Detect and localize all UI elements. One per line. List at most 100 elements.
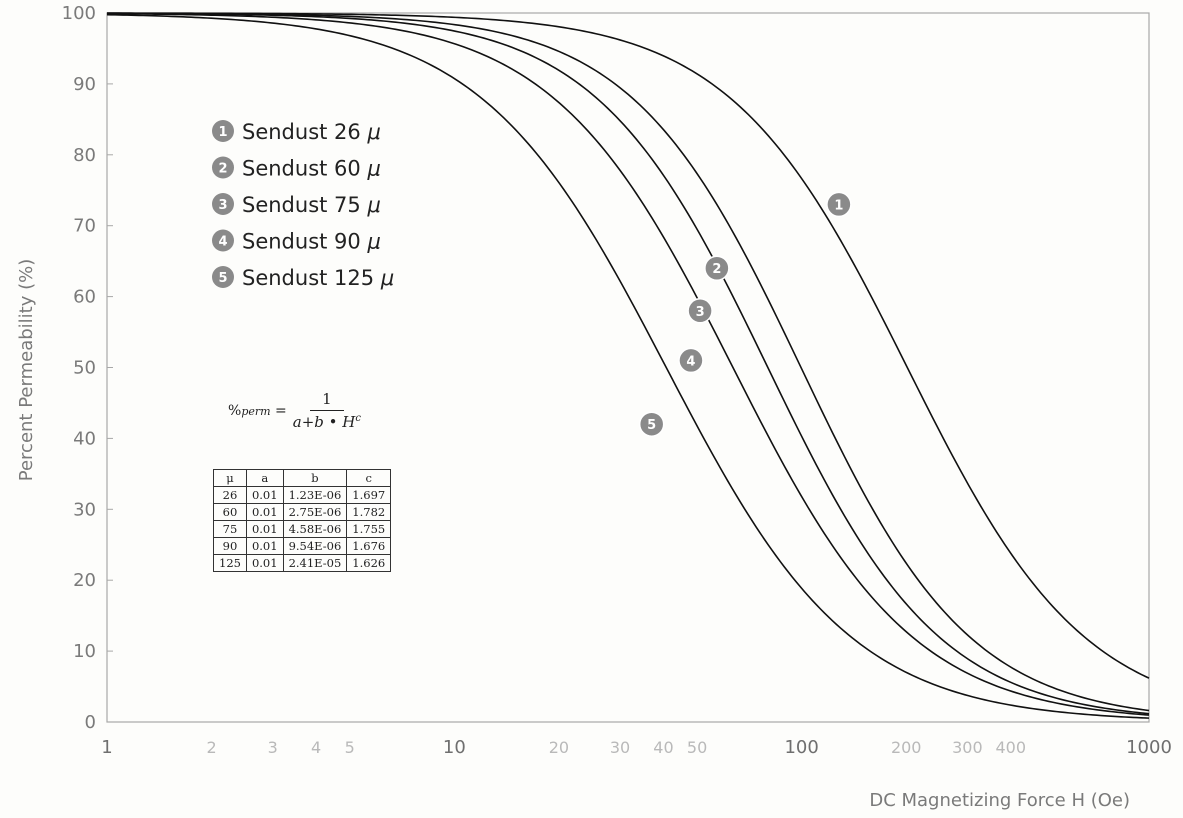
legend-label: Sendust 75 μ [242,193,381,217]
formula-lhs: %perm = [228,402,287,419]
curve-badge-3: 3 [687,298,713,324]
y-tick-label: 0 [85,712,96,733]
curve-badge-5: 5 [638,411,665,437]
table-row: 125 0.01 2.41E-05 1.626 [213,554,392,572]
series-curve-3 [106,12,1150,715]
x-tick-label-minor: 20 [549,738,569,757]
table-cell: 1.626 [346,554,392,572]
legend-label: Sendust 60 μ [242,157,381,181]
y-tick-label: 20 [73,570,96,591]
table-cell: 0.01 [245,537,284,555]
table-cell: 2.41E-05 [282,554,348,572]
svg-text:1: 1 [834,198,843,213]
legend-badge-number: 3 [218,198,227,213]
series-curve-4 [106,12,1150,716]
legend-item: 2 Sendust 60 μ [212,156,381,181]
x-tick-label-minor: 3 [268,738,278,757]
table-cell: 9.54E-06 [282,537,348,555]
x-tick-label-minor: 40 [653,738,673,757]
formula-denominator: a+b • Hc [292,413,361,431]
y-tick-label: 80 [73,145,96,166]
legend-badge-icon [212,120,234,142]
legend: 1 Sendust 26 μ 2 Sendust 60 μ 3 Sendust 75 μ 4… [212,120,394,290]
y-tick-label: 50 [73,358,96,379]
table-cell: 0.01 [245,503,284,521]
table-cell: 4.58E-06 [282,520,348,538]
y-axis-title: Percent Permeability (%) [16,259,37,481]
legend-badge-number: 5 [218,271,227,286]
x-tick-label: 1 [101,737,112,758]
legend-label: Sendust 125 μ [242,266,394,290]
svg-text:4: 4 [686,354,695,369]
table-cell: 60 [213,503,247,521]
svg-text:5: 5 [647,418,656,433]
table-header-cell: b [282,469,348,487]
curve-badge-2: 2 [704,255,730,281]
legend-badge-number: 2 [218,162,227,177]
series-curve-1 [107,12,1150,679]
table-header-cell: μ [213,469,247,487]
table-cell: 0.01 [245,554,284,572]
x-tick-label: 1000 [1126,737,1172,758]
table-header-cell: c [346,469,392,487]
formula-fraction: 1 a+b • Hc [293,390,361,431]
table-cell: 90 [213,537,247,555]
table-row: 90 0.01 9.54E-06 1.676 [213,537,392,555]
y-tick-labels: 0 10 20 30 40 50 60 70 80 90 100 [62,3,113,733]
table-cell: 1.782 [346,503,392,521]
table-row: 60 0.01 2.75E-06 1.782 [213,503,392,521]
permeability-formula: %perm = 1 a+b • Hc [228,390,361,431]
svg-text:3: 3 [696,305,705,320]
legend-badge-number: 1 [218,125,227,140]
x-tick-label-minor: 200 [891,738,922,757]
table-cell: 1.755 [346,520,392,538]
x-tick-label-minor: 300 [952,738,983,757]
legend-item: 3 Sendust 75 μ [212,193,381,217]
table-cell: 0.01 [245,520,284,538]
table-cell: 1.23E-06 [282,486,348,504]
y-tick-label: 60 [73,287,96,308]
x-tick-label: 100 [784,737,818,758]
x-tick-label-minor: 50 [687,738,707,757]
x-tick-label-minor: 30 [610,738,630,757]
x-tick-labels: 1 10 100 1000 2 3 4 5 20 30 40 50 200 300 400 [101,737,1172,758]
series-curve-5 [106,13,1150,719]
legend-badge-icon [212,156,234,179]
x-tick-label-minor: 4 [311,738,321,757]
y-tick-label: 30 [73,499,96,520]
legend-item: 1 Sendust 26 μ [212,120,381,144]
series-curves [106,12,1150,719]
table-cell: 26 [213,486,247,504]
x-axis-title: DC Magnetizing Force H (Oe) [869,790,1130,811]
x-tick-label-minor: 5 [345,738,355,757]
curve-badges: 1 2 3 4 5 [638,191,852,437]
table-cell: 125 [213,554,247,572]
legend-item: 5 Sendust 125 μ [212,266,394,290]
y-tick-label: 40 [73,428,96,449]
table-cell: 2.75E-06 [282,503,348,521]
legend-badge-number: 4 [218,235,227,250]
y-tick-label: 10 [73,641,96,662]
y-tick-label: 100 [62,3,96,24]
table-header-cell: a [245,469,284,487]
y-tick-label: 90 [73,74,96,95]
legend-badge-icon [212,266,234,288]
table-cell: 1.676 [346,537,392,555]
legend-label: Sendust 90 μ [242,230,381,254]
y-tick-label: 70 [73,216,96,237]
series-curve-2 [106,12,1150,712]
legend-item: 4 Sendust 90 μ [212,229,381,254]
curve-badge-4: 4 [678,347,704,374]
x-tick-label-minor: 2 [206,738,216,757]
legend-badge-icon [212,229,234,252]
legend-badge-icon [212,193,234,215]
x-tick-label-minor: 400 [996,738,1027,757]
table-row: 75 0.01 4.58E-06 1.755 [213,520,392,538]
legend-label: Sendust 26 μ [242,120,381,144]
x-tick-label: 10 [443,737,466,758]
svg-text:2: 2 [712,262,721,277]
